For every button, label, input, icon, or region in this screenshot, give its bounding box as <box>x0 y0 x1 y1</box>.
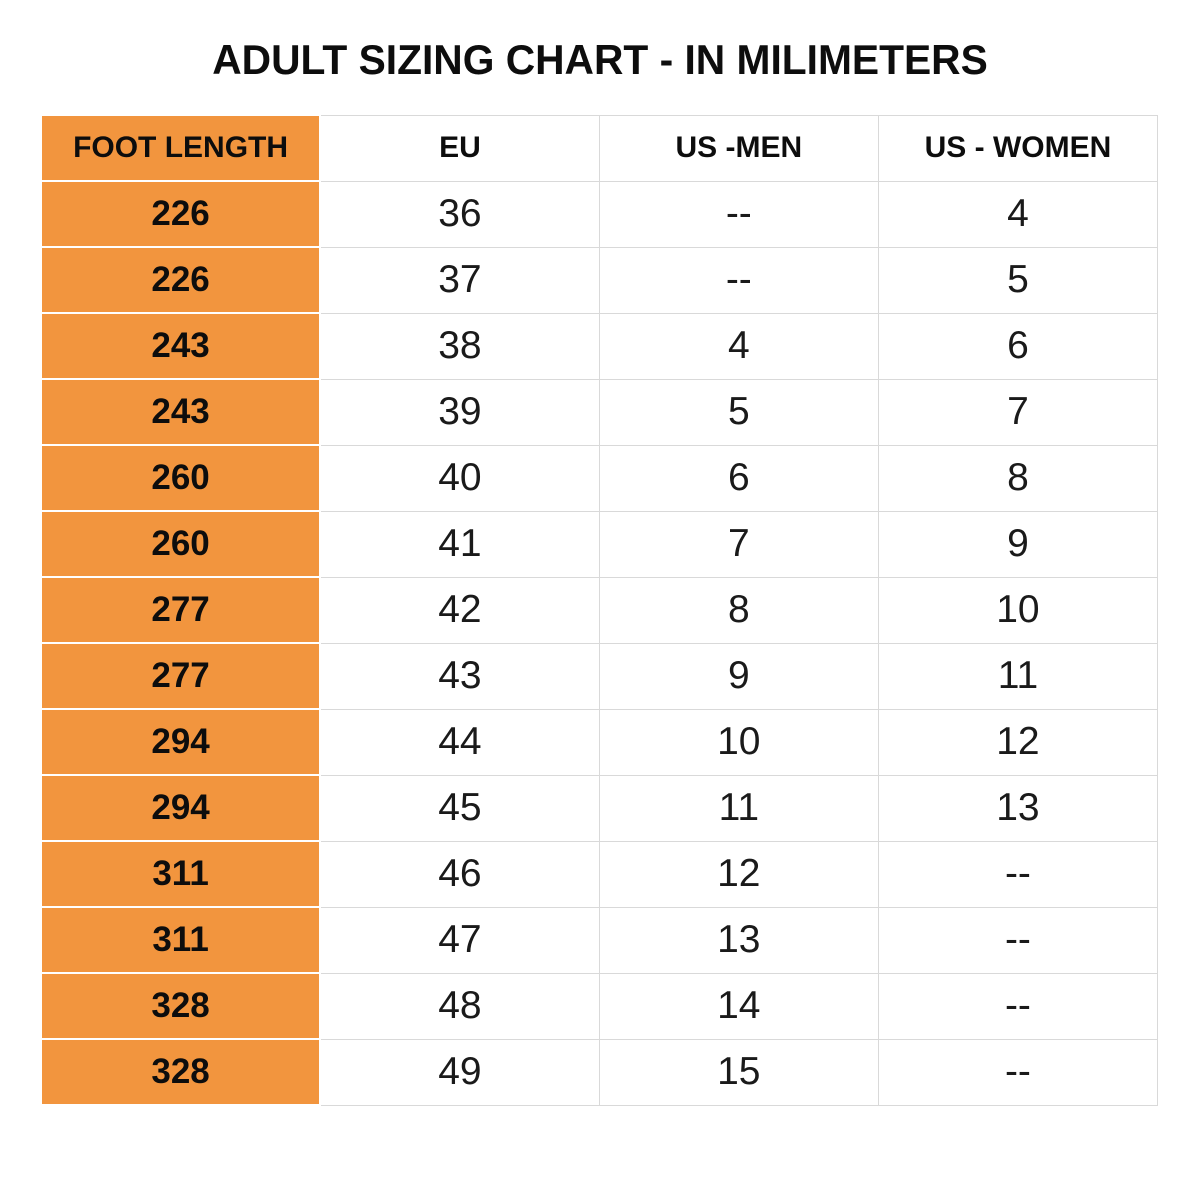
size-cell: -- <box>877 840 1159 908</box>
table-row: 294 45 11 13 <box>39 774 1159 842</box>
size-cell: -- <box>877 972 1159 1040</box>
foot-length-cell: 294 <box>39 708 322 776</box>
size-cell: 6 <box>598 444 879 512</box>
sizing-table: FOOT LENGTH EU US -MEN US - WOMEN 226 36 -- 4 2… <box>39 114 1159 1106</box>
table-row: 311 47 13 -- <box>39 906 1159 974</box>
foot-length-cell: 328 <box>39 972 322 1040</box>
size-cell: 46 <box>319 840 600 908</box>
size-cell: 45 <box>319 774 600 842</box>
sizing-table-container: FOOT LENGTH EU US -MEN US - WOMEN 226 36 -- 4 2… <box>39 114 1160 1106</box>
size-cell: 41 <box>319 510 600 578</box>
size-cell: 7 <box>598 510 879 578</box>
size-cell: 43 <box>319 642 600 710</box>
foot-length-cell: 226 <box>39 180 322 248</box>
size-cell: 14 <box>598 972 879 1040</box>
size-cell: 6 <box>877 312 1159 380</box>
size-cell: 42 <box>319 576 600 644</box>
size-cell: 44 <box>319 708 600 776</box>
size-cell: 11 <box>598 774 879 842</box>
table-row: 226 37 -- 5 <box>39 246 1159 314</box>
header-cell: US - WOMEN <box>877 114 1159 182</box>
foot-length-cell: 260 <box>39 444 322 512</box>
size-cell: 39 <box>319 378 600 446</box>
table-row: 277 43 9 11 <box>39 642 1159 710</box>
table-row: 226 36 -- 4 <box>39 180 1159 248</box>
size-cell: 8 <box>877 444 1159 512</box>
foot-length-cell: 243 <box>39 378 322 446</box>
header-cell: EU <box>319 114 600 182</box>
size-cell: 38 <box>319 312 600 380</box>
foot-length-cell: 311 <box>39 840 322 908</box>
table-row: 260 41 7 9 <box>39 510 1159 578</box>
table-row: 328 49 15 -- <box>39 1038 1159 1106</box>
size-cell: 49 <box>319 1038 600 1106</box>
foot-length-cell: 328 <box>39 1038 322 1106</box>
size-cell: 5 <box>598 378 879 446</box>
size-cell: 12 <box>877 708 1159 776</box>
size-cell: 11 <box>877 642 1159 710</box>
size-cell: 40 <box>319 444 600 512</box>
size-cell: 48 <box>319 972 600 1040</box>
size-cell: 13 <box>598 906 879 974</box>
table-row: 260 40 6 8 <box>39 444 1159 512</box>
size-cell: 13 <box>877 774 1159 842</box>
size-cell: 8 <box>598 576 879 644</box>
size-cell: -- <box>877 906 1159 974</box>
size-cell: 9 <box>877 510 1159 578</box>
size-cell: 47 <box>319 906 600 974</box>
header-cell: US -MEN <box>598 114 879 182</box>
foot-length-cell: 226 <box>39 246 322 314</box>
size-cell: -- <box>598 180 879 248</box>
foot-length-cell: 277 <box>39 576 322 644</box>
table-row: 277 42 8 10 <box>39 576 1159 644</box>
size-cell: 10 <box>877 576 1159 644</box>
table-row: 243 38 4 6 <box>39 312 1159 380</box>
size-cell: -- <box>598 246 879 314</box>
size-cell: 4 <box>598 312 879 380</box>
foot-length-cell: 277 <box>39 642 322 710</box>
size-cell: 5 <box>877 246 1159 314</box>
table-row: 243 39 5 7 <box>39 378 1159 446</box>
page-title: ADULT SIZING CHART - IN MILIMETERS <box>212 36 988 83</box>
size-cell: 4 <box>877 180 1159 248</box>
size-cell: 36 <box>319 180 600 248</box>
size-cell: -- <box>877 1038 1159 1106</box>
size-cell: 10 <box>598 708 879 776</box>
foot-length-cell: 311 <box>39 906 322 974</box>
size-cell: 15 <box>598 1038 879 1106</box>
table-body: 226 36 -- 4 226 37 -- 5 243 38 4 6 243 39 5 7 260 40 6 8 260… <box>39 180 1159 1106</box>
header-cell: FOOT LENGTH <box>39 114 322 182</box>
table-row: 294 44 10 12 <box>39 708 1159 776</box>
size-cell: 7 <box>877 378 1159 446</box>
header-row: FOOT LENGTH EU US -MEN US - WOMEN <box>39 114 1159 182</box>
size-cell: 37 <box>319 246 600 314</box>
size-cell: 12 <box>598 840 879 908</box>
table-row: 311 46 12 -- <box>39 840 1159 908</box>
foot-length-cell: 294 <box>39 774 322 842</box>
foot-length-cell: 260 <box>39 510 322 578</box>
size-cell: 9 <box>598 642 879 710</box>
foot-length-cell: 243 <box>39 312 322 380</box>
table-row: 328 48 14 -- <box>39 972 1159 1040</box>
